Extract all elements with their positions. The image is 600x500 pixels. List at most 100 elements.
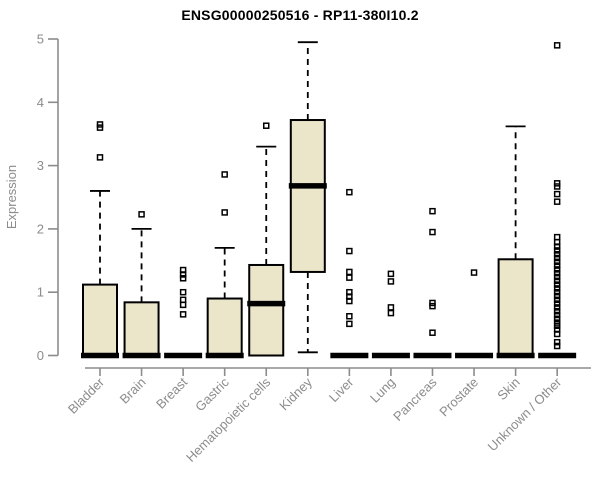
median-bar — [81, 352, 119, 359]
y-axis-tick-label: 1 — [37, 285, 44, 300]
outlier-point — [387, 304, 395, 311]
outlier-point — [553, 292, 561, 300]
outlier-point — [553, 300, 561, 307]
median-bar — [371, 352, 410, 359]
outlier-point — [179, 311, 187, 318]
outlier-point — [429, 329, 436, 336]
box-group-unknown-other — [538, 42, 577, 359]
outlier-point — [553, 311, 561, 319]
outlier-point — [429, 228, 436, 236]
outlier-point — [221, 171, 228, 178]
outlier-point — [387, 309, 395, 317]
y-axis-tick-label: 5 — [37, 32, 44, 47]
outlier-point — [553, 180, 561, 187]
outlier-point — [553, 342, 561, 350]
outlier-point — [553, 233, 561, 241]
x-axis-category-label: Gastric — [192, 374, 232, 414]
outlier-point — [553, 288, 561, 296]
box-group-lung — [371, 270, 410, 359]
box-group-brain — [122, 211, 161, 359]
outlier-point — [179, 301, 187, 309]
outlier-point — [96, 121, 104, 128]
iqr-box — [248, 263, 285, 357]
x-axis-category-label: Breast — [153, 374, 190, 411]
box-group-hematopoietic-cells — [247, 122, 286, 357]
median-bar — [288, 183, 327, 189]
box-group-breast — [164, 266, 203, 359]
outlier-point — [553, 190, 561, 198]
chart-title: ENSG00000250516 - RP11-380I10.2 — [181, 7, 419, 23]
outlier-point — [179, 275, 187, 282]
outlier-point — [553, 307, 561, 315]
y-axis-tick-label: 0 — [37, 348, 44, 363]
outlier-point — [553, 277, 561, 285]
y-axis-title: Expression — [4, 165, 19, 229]
outlier-point — [262, 122, 270, 129]
iqr-box — [123, 301, 160, 357]
y-axis-tick-label: 2 — [37, 221, 44, 236]
outlier-point — [179, 288, 187, 296]
median-bar — [122, 352, 161, 359]
outlier-point — [553, 247, 561, 254]
outlier-point — [429, 299, 436, 307]
x-axis-category-label: Unknown / Other — [485, 374, 565, 454]
median-bar — [205, 352, 244, 359]
outlier-point — [387, 270, 395, 278]
outlier-point — [553, 262, 561, 269]
outlier-point — [553, 304, 561, 311]
outlier-point — [553, 273, 561, 281]
outlier-point — [553, 326, 561, 333]
x-axis-category-label: Bladder — [65, 374, 108, 417]
box-group-kidney — [288, 41, 327, 354]
y-axis-tick-label: 3 — [37, 158, 44, 173]
x-axis-category-label: Liver — [326, 374, 357, 405]
box-group-gastric — [205, 171, 244, 359]
median-bar — [330, 352, 369, 359]
outlier-point — [346, 268, 353, 276]
x-axis-category-label: Skin — [494, 375, 522, 403]
outlier-point — [221, 209, 228, 216]
outlier-point — [553, 258, 561, 266]
box-group-bladder — [81, 121, 119, 359]
outlier-point — [553, 285, 561, 292]
outlier-point — [553, 281, 561, 288]
x-axis-category-label: Pancreas — [390, 374, 440, 424]
box-group-skin — [496, 125, 535, 359]
outlier-point — [553, 315, 561, 323]
x-axis-category-label: Brain — [117, 375, 149, 407]
outlier-point — [387, 278, 395, 285]
iqr-box — [206, 297, 243, 357]
x-axis-category-label: Kidney — [276, 374, 315, 413]
box-group-liver — [330, 188, 369, 359]
x-axis-category-label: Lung — [367, 375, 398, 406]
outlier-point — [553, 319, 561, 326]
outlier-point — [553, 250, 561, 258]
median-bar — [496, 352, 535, 359]
outlier-point — [553, 338, 561, 346]
x-axis-category-label: Prostate — [436, 375, 481, 420]
outlier-point — [138, 211, 145, 218]
outlier-point — [346, 188, 353, 196]
outlier-point — [429, 207, 436, 215]
median-bar — [413, 352, 452, 359]
y-axis-tick-label: 4 — [37, 95, 44, 110]
outlier-point — [179, 266, 187, 274]
median-bar — [455, 352, 494, 359]
iqr-box — [497, 258, 534, 357]
outlier-point — [346, 274, 353, 281]
box-group-pancreas — [413, 207, 452, 359]
outlier-point — [346, 247, 353, 255]
outlier-point — [346, 288, 353, 296]
outlier-point — [346, 320, 353, 328]
box-group-prostate — [455, 269, 494, 359]
median-bar — [247, 300, 286, 307]
outlier-point — [553, 296, 561, 304]
outlier-point — [553, 42, 561, 49]
outlier-point — [553, 198, 561, 205]
outlier-point — [553, 254, 561, 262]
outlier-point — [96, 154, 104, 161]
outlier-point — [553, 266, 561, 273]
median-bar — [164, 352, 203, 359]
